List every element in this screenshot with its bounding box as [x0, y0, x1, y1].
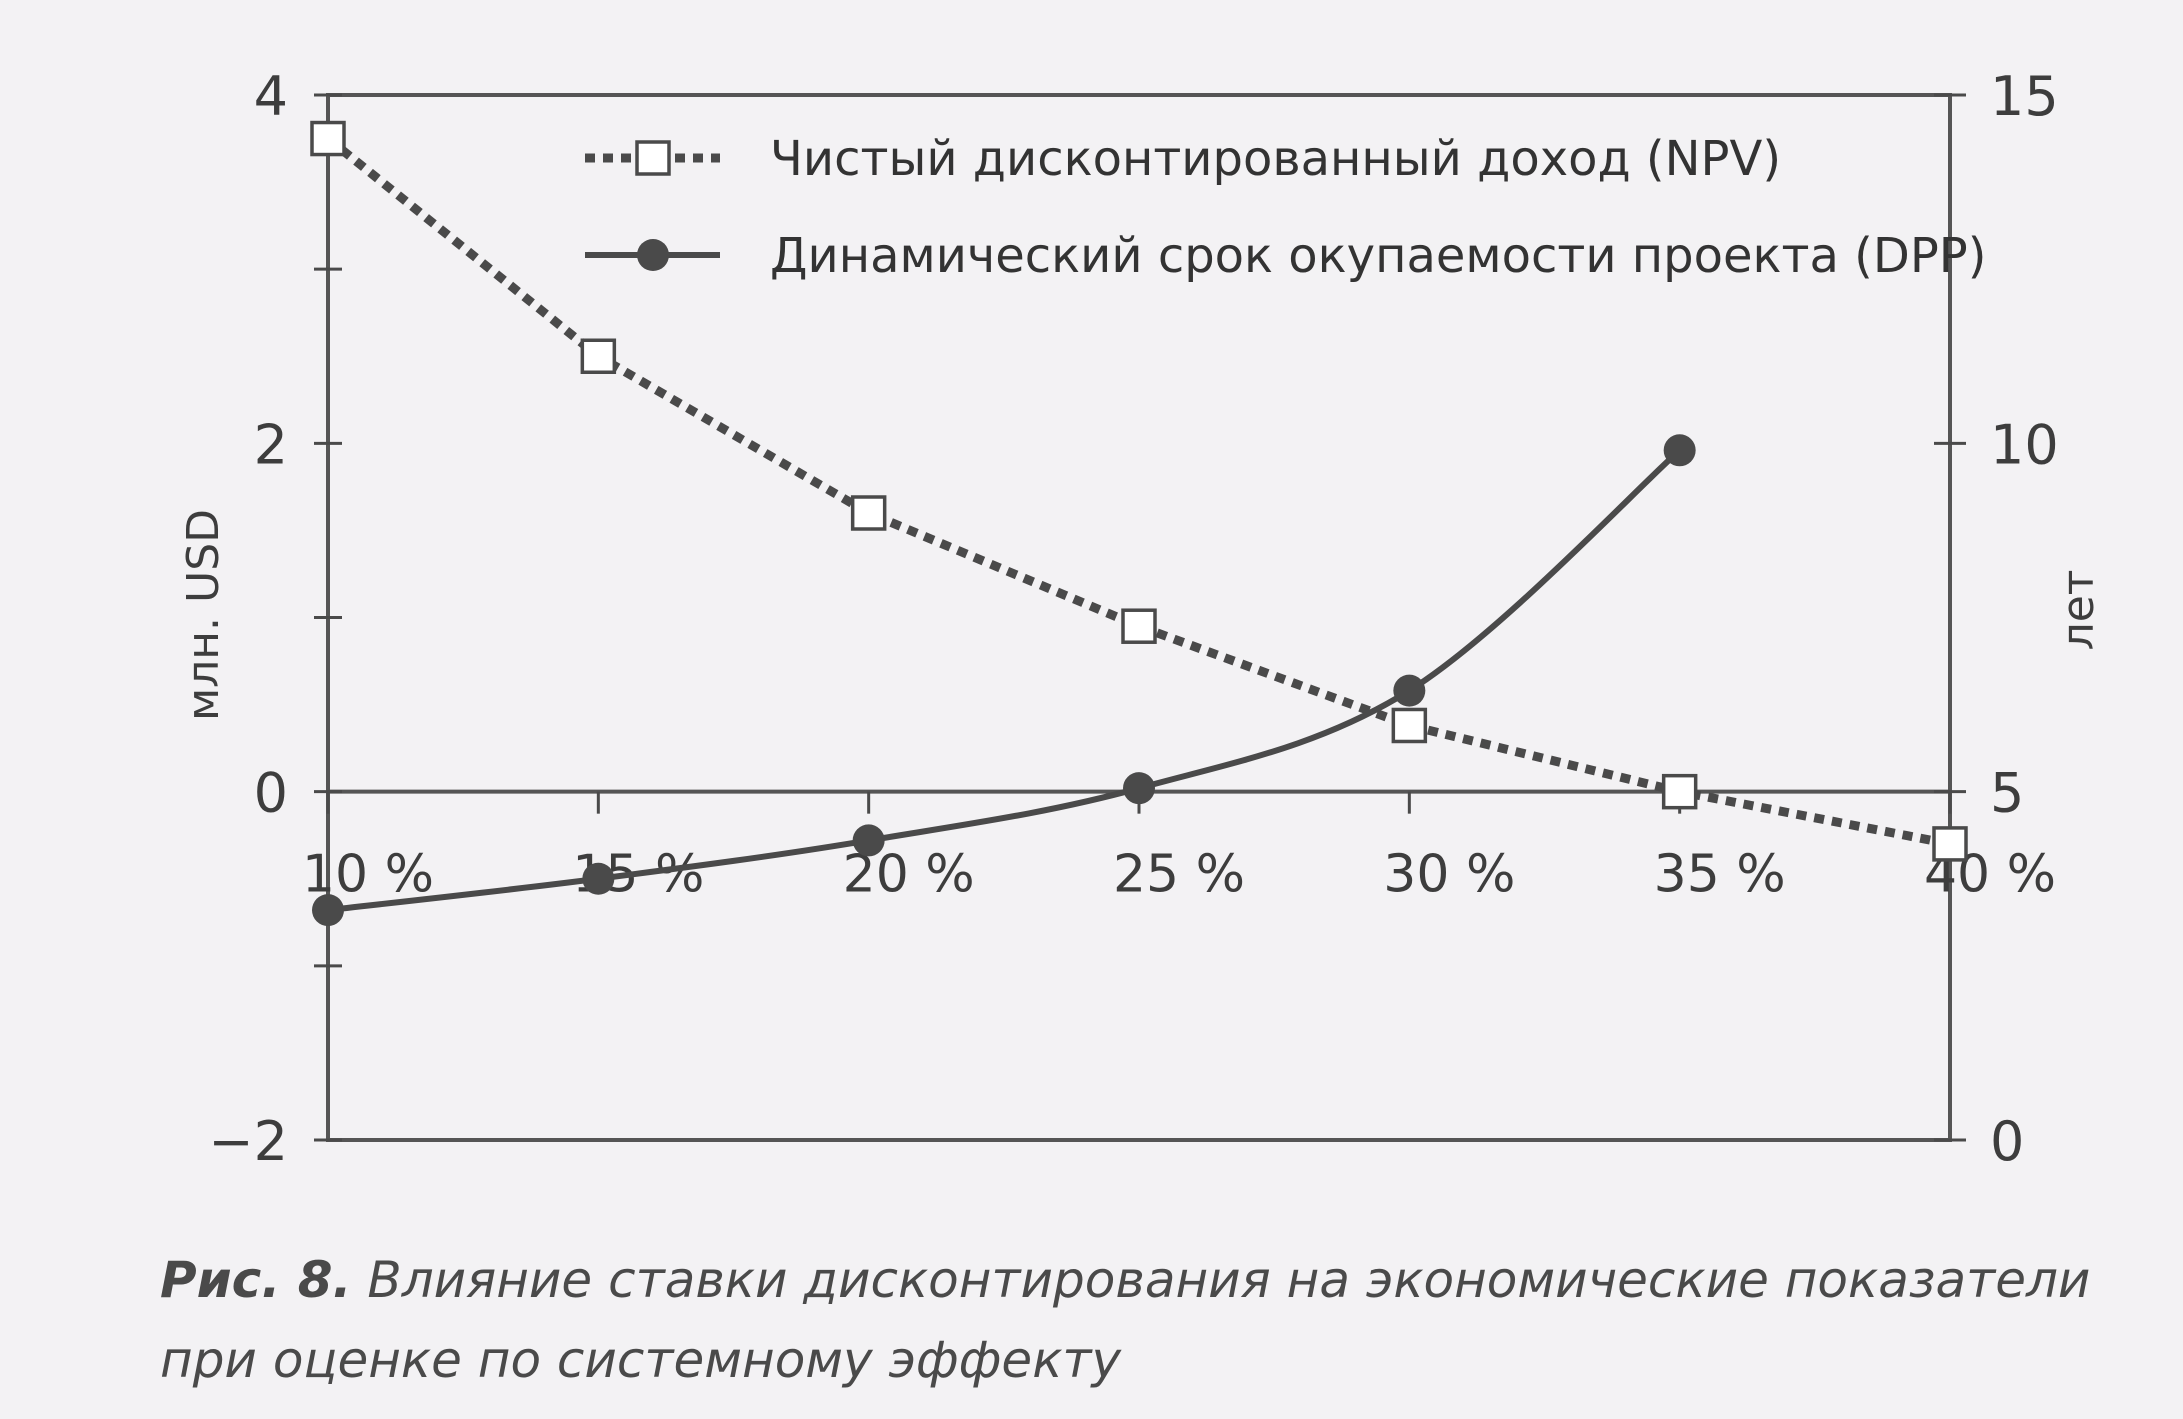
legend: Чистый дисконтированный доход (NPV) Динам… — [585, 131, 1986, 284]
right-tick-label: 0 — [1990, 1110, 2024, 1173]
dpp-point — [1663, 434, 1696, 467]
right-tick-label: 5 — [1990, 762, 2024, 825]
right-tick-label: 10 — [1990, 413, 2059, 476]
series-layer — [310, 120, 1968, 927]
x-tick-label: 35 % — [1654, 845, 1786, 905]
caption-label: Рис. 8. — [160, 1251, 352, 1309]
legend-npv-label: Чистый дисконтированный доход (NPV) — [770, 131, 1781, 187]
left-tick-label: −2 — [208, 1110, 288, 1173]
npv-point — [1391, 707, 1428, 744]
left-axis-ticks: −2 0 2 4 — [208, 65, 342, 1173]
dpp-point — [1123, 772, 1155, 805]
npv-point — [850, 495, 887, 531]
npv-point — [310, 120, 346, 157]
right-tick-label: 15 — [1990, 65, 2059, 128]
dpp-point — [852, 824, 885, 857]
npv-point — [1121, 608, 1157, 644]
npv-point — [1932, 826, 1968, 862]
x-tick-label: 25 % — [1113, 845, 1245, 905]
dpp-point — [582, 862, 615, 895]
left-tick-label: 2 — [254, 413, 288, 476]
npv-point — [1661, 773, 1698, 810]
left-tick-label: 4 — [254, 65, 288, 128]
legend-dpp-marker — [637, 239, 669, 271]
left-axis-label: млн. USD — [178, 509, 229, 721]
dpp-point — [312, 894, 344, 927]
right-axis-label: лет — [2053, 570, 2104, 651]
figure-caption: Рис. 8. Влияние ставки дисконтирования н… — [160, 1240, 2140, 1400]
left-tick-label: 0 — [254, 762, 288, 825]
caption-text: Влияние ставки дисконтирования на эконом… — [160, 1251, 2091, 1389]
x-axis-ticks: 10 % 15 % 20 % 25 % 30 % 35 % 40 % — [302, 791, 2056, 905]
x-tick-label: 30 % — [1383, 845, 1515, 905]
legend-npv-marker — [635, 140, 671, 176]
legend-dpp-label: Динамический срок окупаемости проекта (D… — [770, 228, 1986, 284]
dpp-line — [327, 448, 1682, 914]
dpp-point — [1393, 674, 1426, 707]
npv-point — [580, 338, 617, 374]
right-axis-ticks: 0 5 10 15 — [1934, 65, 2059, 1173]
